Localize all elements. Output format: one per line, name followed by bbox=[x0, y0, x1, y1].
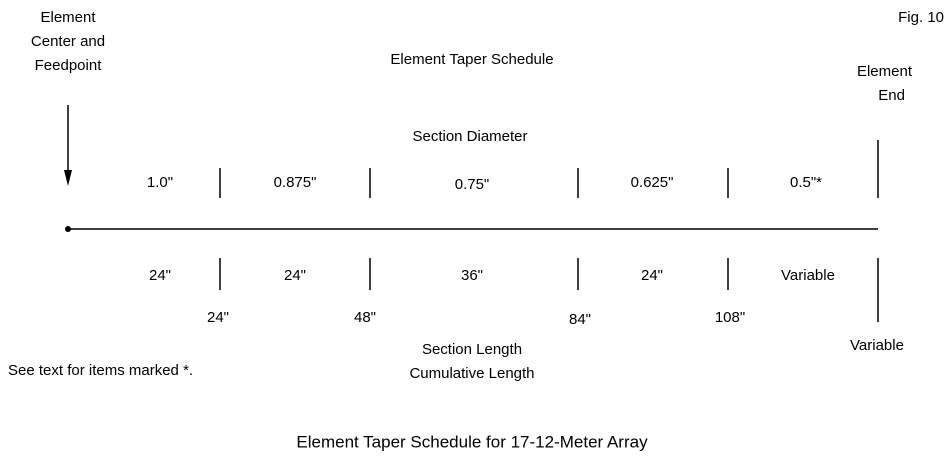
cumulative-length: 24" bbox=[207, 309, 229, 326]
section-length: Variable bbox=[781, 267, 835, 284]
diameter: 0.625" bbox=[631, 174, 674, 191]
right-label: End bbox=[878, 87, 905, 104]
right-label: Element bbox=[857, 63, 913, 80]
left-label: Feedpoint bbox=[35, 57, 103, 74]
left-label: Element bbox=[40, 9, 96, 26]
diameter: 0.75" bbox=[455, 176, 490, 193]
section-length: 24" bbox=[149, 267, 171, 284]
feedpoint-dot bbox=[65, 226, 71, 232]
diameter: 0.5"* bbox=[790, 174, 822, 191]
cumulative-length: Variable bbox=[850, 337, 904, 354]
arrow-head bbox=[64, 170, 72, 186]
cumulative-length: 48" bbox=[354, 309, 376, 326]
cumulative-length: 108" bbox=[715, 309, 745, 326]
length-legend: Cumulative Length bbox=[409, 365, 534, 382]
section-length: 24" bbox=[284, 267, 306, 284]
section-length: 36" bbox=[461, 267, 483, 284]
diameter: 1.0" bbox=[147, 174, 173, 191]
cumulative-length: 84" bbox=[569, 311, 591, 328]
left-label: Center and bbox=[31, 33, 105, 50]
figure-number: Fig. 10 bbox=[898, 9, 944, 26]
upper-ticks bbox=[219, 140, 879, 198]
length-legend: Section Length bbox=[422, 341, 522, 358]
title: Element Taper Schedule bbox=[390, 51, 553, 68]
diameter-heading: Section Diameter bbox=[412, 128, 527, 145]
lower-ticks bbox=[219, 258, 879, 322]
caption: Element Taper Schedule for 17-12-Meter A… bbox=[296, 432, 648, 451]
note: See text for items marked *. bbox=[8, 362, 193, 379]
section-length: 24" bbox=[641, 267, 663, 284]
diameter: 0.875" bbox=[274, 174, 317, 191]
